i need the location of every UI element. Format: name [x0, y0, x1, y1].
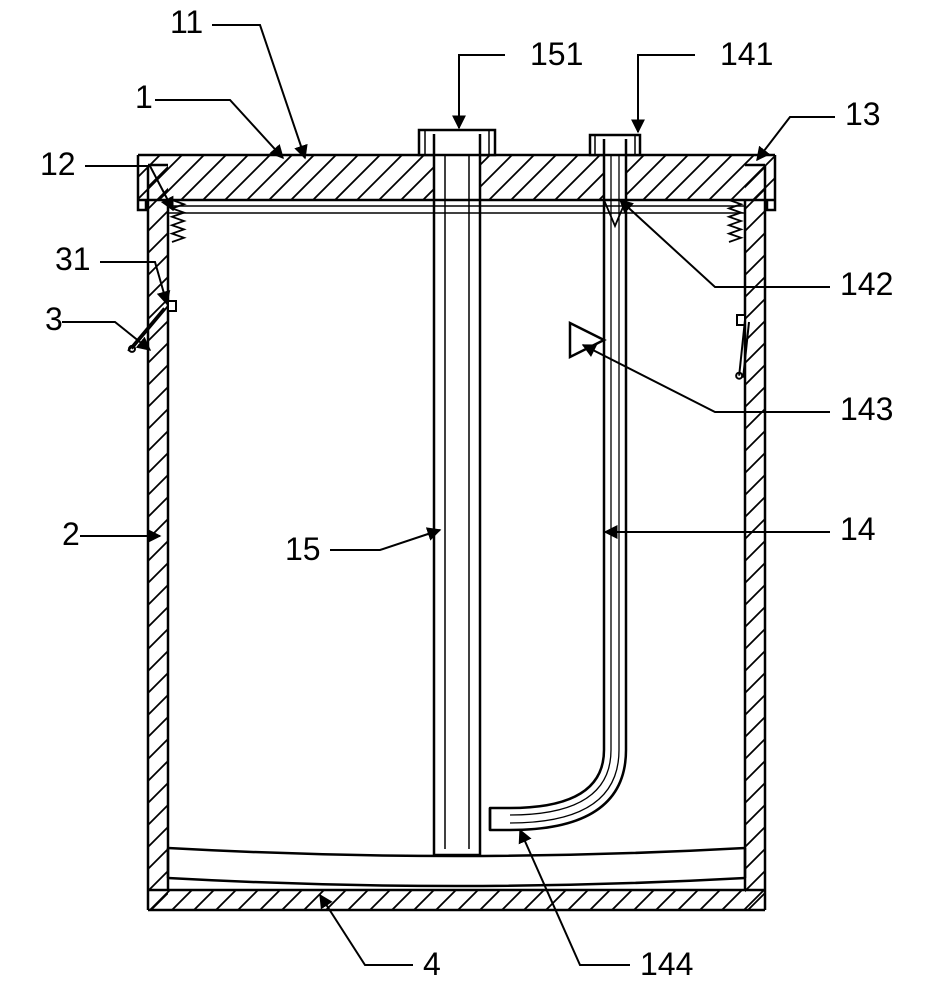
label-l11: 11 — [170, 4, 203, 40]
leader-l13 — [757, 117, 835, 160]
label-l2: 2 — [62, 516, 80, 552]
label-l14: 14 — [840, 511, 876, 547]
label-l4: 4 — [423, 946, 441, 982]
label-l15: 15 — [285, 531, 321, 567]
label-l141: 141 — [720, 36, 773, 72]
label-l1: 1 — [135, 79, 153, 115]
technical-drawing: 1111511411312313142143142154144 — [0, 0, 925, 1000]
leader-l12 — [85, 166, 173, 210]
label-l3: 3 — [45, 301, 63, 337]
label-l13: 13 — [845, 96, 881, 132]
label-l31: 31 — [55, 241, 91, 277]
leader-l31 — [100, 262, 167, 304]
leader-l11 — [212, 25, 305, 158]
label-l144: 144 — [640, 946, 693, 982]
leader-l141 — [638, 55, 695, 132]
label-l12: 12 — [40, 146, 76, 182]
leader-l1 — [155, 100, 283, 158]
leader-l3 — [62, 322, 150, 350]
label-l151: 151 — [530, 36, 583, 72]
leader-l151 — [459, 55, 505, 128]
leader-l15 — [330, 530, 440, 550]
label-l143: 143 — [840, 391, 893, 427]
leader-l4 — [320, 895, 413, 965]
label-l142: 142 — [840, 266, 893, 302]
